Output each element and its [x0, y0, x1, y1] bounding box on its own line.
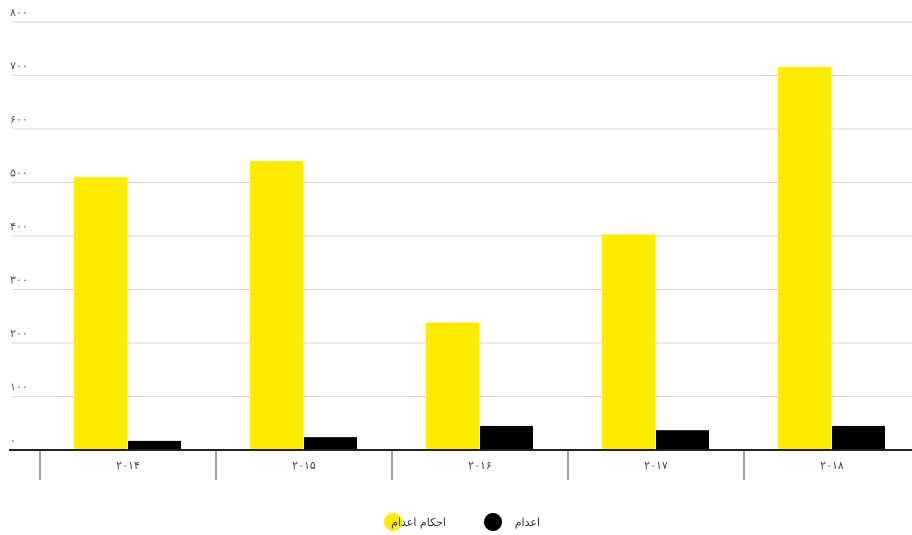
legend-swatch-series2 — [484, 513, 502, 531]
bar-series1-4 — [778, 66, 831, 450]
bar-series2-1 — [304, 437, 357, 450]
x-tick-label: ۲۰۱۷ — [644, 459, 668, 472]
y-tick-label: ۰ — [10, 434, 16, 447]
x-tick-label: ۲۰۱۶ — [468, 459, 492, 472]
x-tick-label: ۲۰۱۸ — [820, 459, 844, 472]
x-tick-label: ۲۰۱۵ — [292, 459, 316, 472]
y-tick-label: ۳۰۰ — [10, 274, 28, 287]
bar-series2-3 — [656, 430, 709, 450]
legend-label-series2: اعدام — [515, 516, 540, 529]
y-tick-label: ۸۰۰ — [10, 6, 28, 19]
x-tick-label: ۲۰۱۴ — [116, 459, 140, 472]
legend-swatch-series1 — [384, 513, 402, 531]
y-tick-label: ۶۰۰ — [10, 113, 28, 126]
y-tick-label: ۵۰۰ — [10, 167, 28, 180]
bar-series1-1 — [250, 161, 303, 450]
bar-series1-3 — [602, 234, 655, 450]
bar-series1-0 — [74, 177, 127, 450]
legend-label-series1: احکام اعدام — [391, 516, 446, 529]
bar-series2-2 — [480, 425, 533, 450]
y-tick-label: ۲۰۰ — [10, 327, 28, 340]
bar-series2-4 — [832, 425, 885, 450]
y-tick-label: ۱۰۰ — [10, 381, 28, 394]
y-tick-label: ۷۰۰ — [10, 60, 28, 73]
y-tick-label: ۴۰۰ — [10, 220, 28, 233]
bar-series1-2 — [426, 322, 479, 450]
bar-series2-0 — [128, 440, 181, 450]
